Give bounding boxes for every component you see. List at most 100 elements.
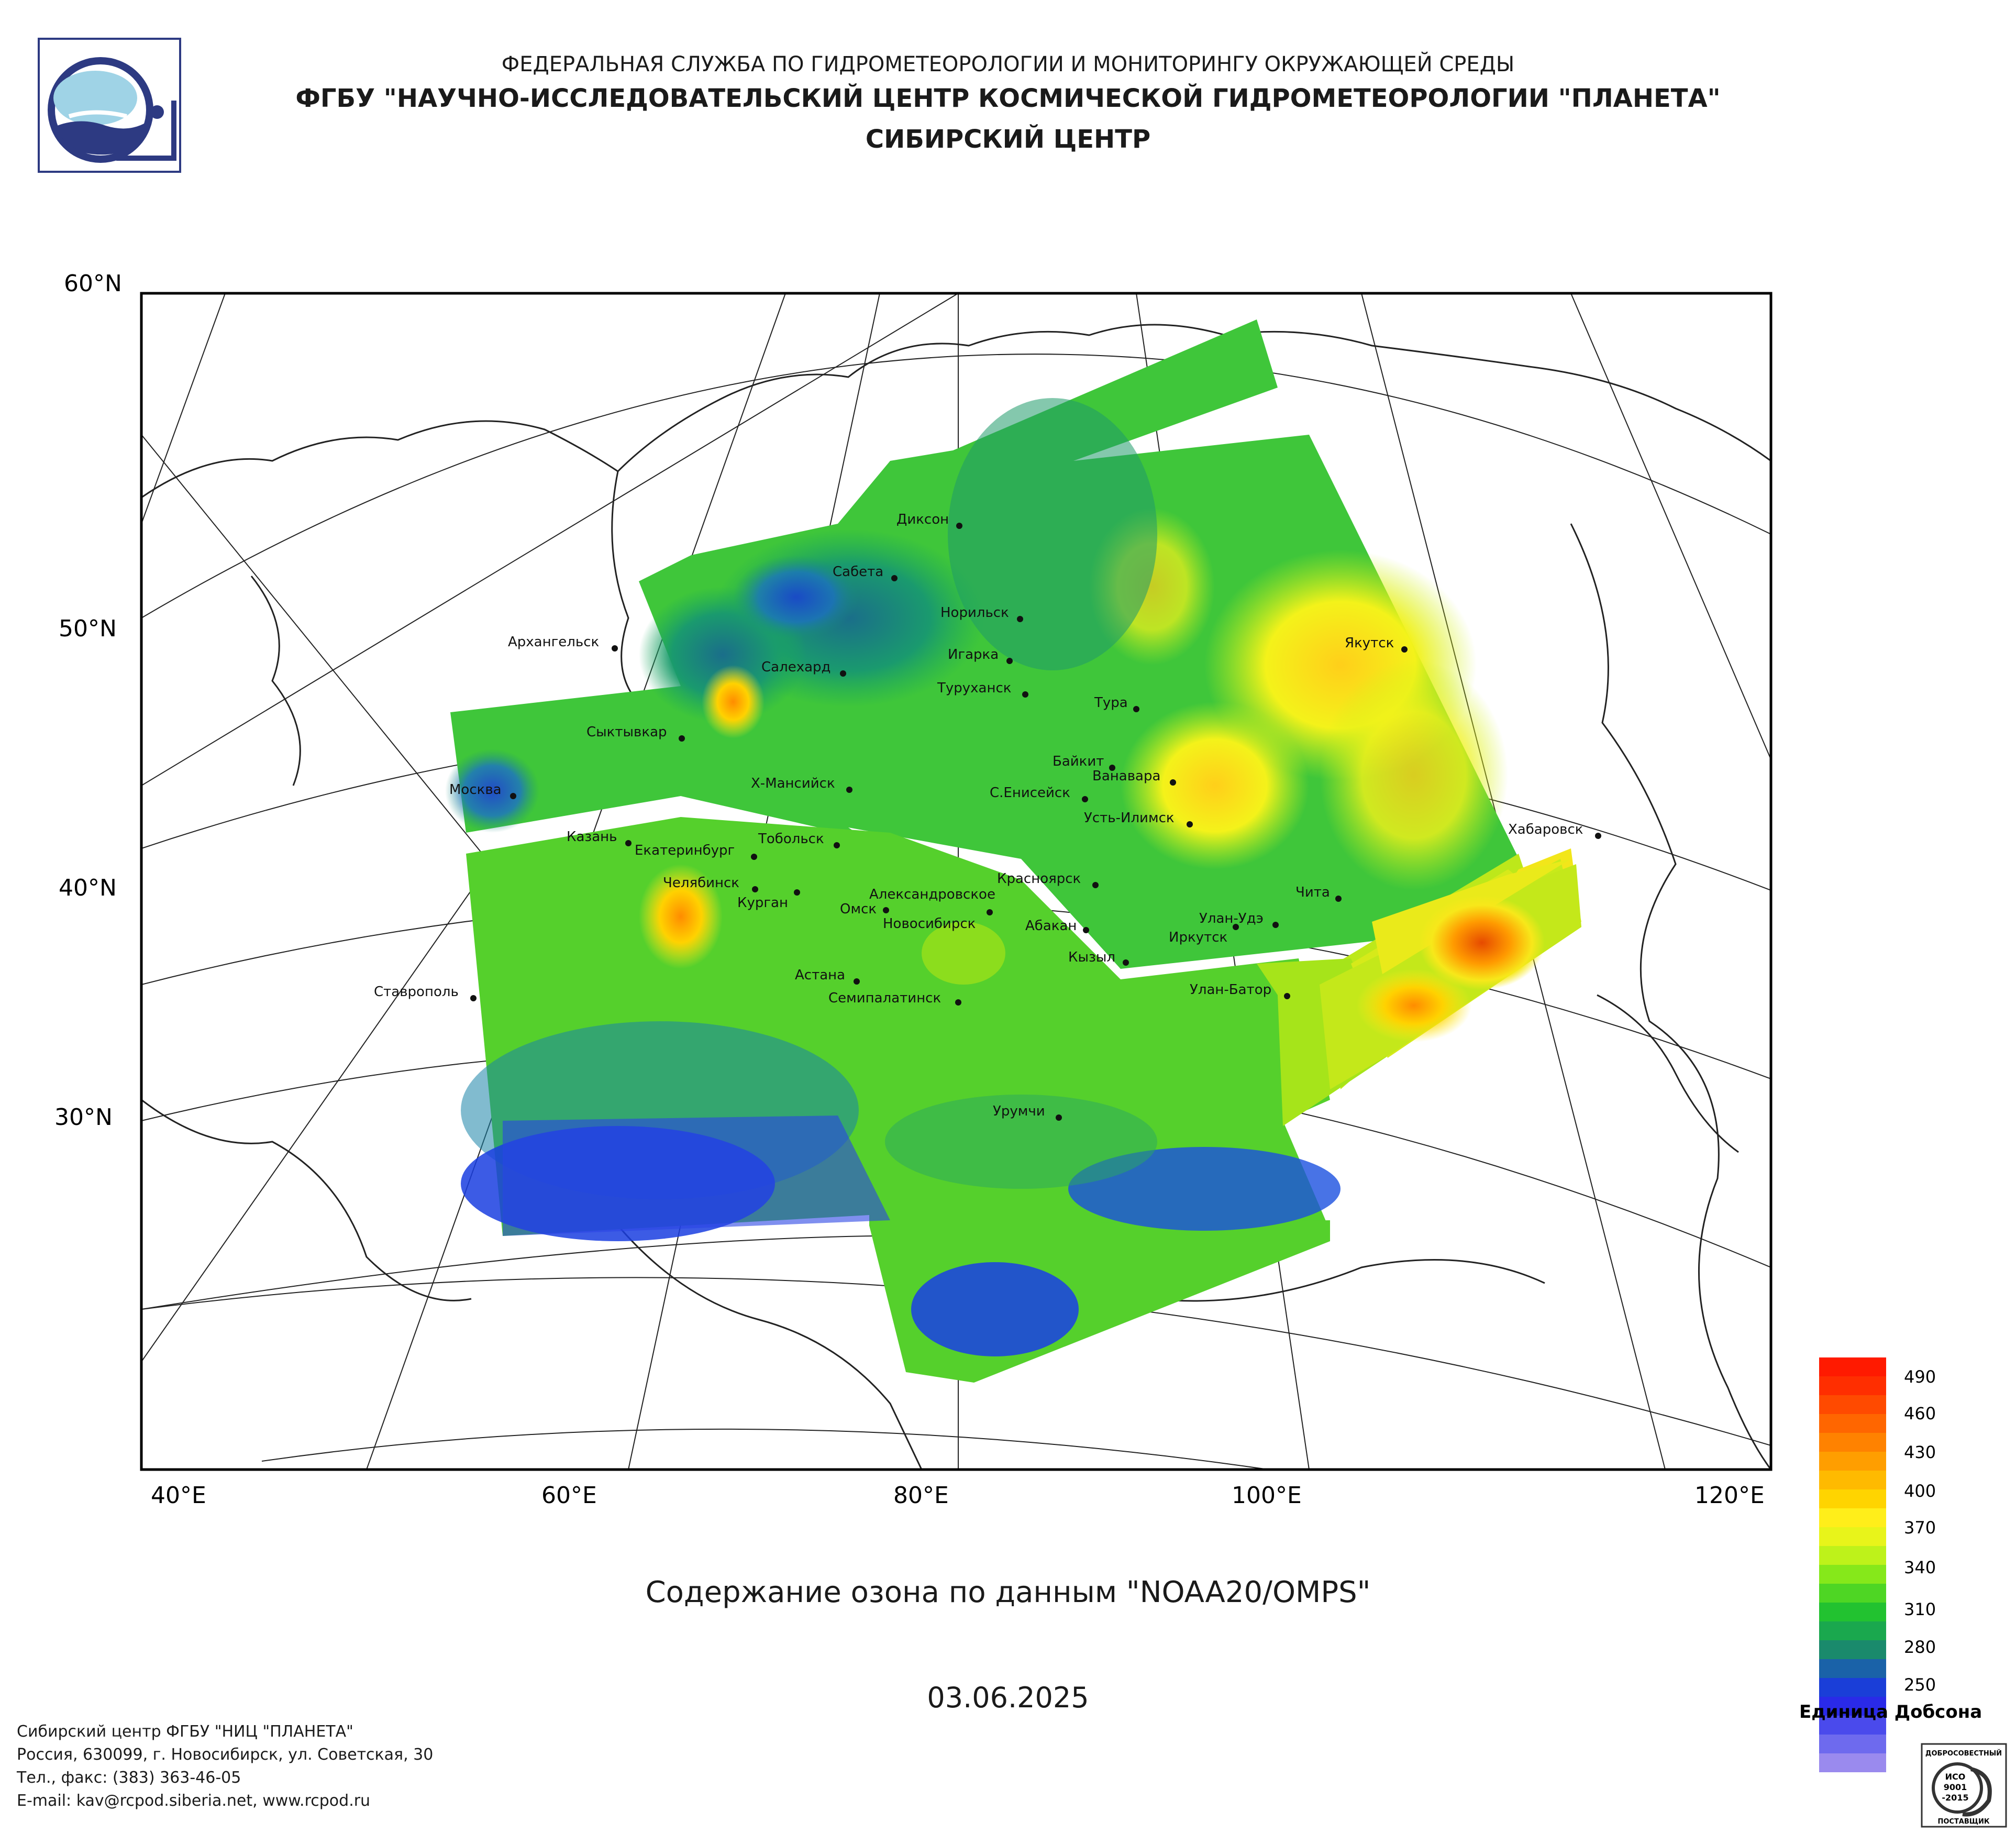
svg-text:Сыктывкар: Сыктывкар (586, 724, 667, 740)
lon-label: 100°E (1232, 1482, 1302, 1509)
city-abakan: Абакан (1025, 918, 1089, 934)
city-urumqi: Урумчи (993, 1103, 1062, 1121)
legend-tick: 280 (1904, 1637, 1936, 1657)
city-yakutsk: Якутск (1345, 635, 1408, 653)
svg-text:Чита: Чита (1295, 885, 1330, 900)
city-s-eniseysk: С.Енисейск (990, 785, 1088, 802)
city-krasnoyarsk: Красноярск (997, 871, 1099, 888)
lon-labels: 40°E 60°E 80°E 100°E 120°E (151, 1482, 1765, 1509)
svg-text:Кызыл: Кызыл (1068, 949, 1115, 965)
city-baikit: Байкит (1053, 754, 1115, 771)
svg-text:Улан-Батор: Улан-Батор (1190, 982, 1271, 998)
coastlines (141, 324, 1771, 1470)
footer-phone: Тел., факс: (383) 363-46-05 (17, 1769, 241, 1787)
svg-text:Екатеринбург: Екатеринбург (635, 843, 735, 858)
svg-text:Урумчи: Урумчи (993, 1103, 1045, 1119)
map-frame (140, 292, 1773, 1471)
svg-text:Норильск: Норильск (940, 605, 1009, 621)
svg-text:Туруханск: Туруханск (937, 680, 1011, 696)
city-ulan-ude: Улан-Удэ (1199, 911, 1279, 928)
map-caption: Содержание озона по данным "NOAA20/OMPS" (645, 1575, 1371, 1609)
svg-text:Игарка: Игарка (948, 647, 999, 662)
legend-colorbar: 490 460 430 400 370 340 310 280 250 Един… (1799, 1357, 1982, 1772)
city-novosibirsk: Новосибирск (883, 909, 993, 932)
lat-labels: 60°N 50°N 40°N 30°N (54, 270, 122, 1131)
svg-text:Курган: Курган (737, 895, 788, 911)
city-turukhansk: Туруханск (937, 680, 1028, 698)
legend-tick: 340 (1904, 1558, 1936, 1577)
city-moskva: Москва (449, 782, 516, 799)
city-kyzyl: Кызыл (1068, 949, 1129, 966)
city-chelyabinsk: Челябинск (663, 875, 758, 892)
city-tura: Тура (1094, 695, 1139, 712)
svg-text:Омск: Омск (840, 901, 877, 917)
city-ust-ilimsk: Усть-Илимск (1084, 810, 1193, 827)
lon-label: 120°E (1694, 1482, 1765, 1509)
svg-text:Тура: Тура (1094, 695, 1128, 711)
footer-contacts: E-mail: kav@rcpod.siberia.net, www.rcpod… (17, 1792, 371, 1810)
svg-text:Александровское: Александровское (869, 887, 995, 902)
svg-text:Ставрополь: Ставрополь (374, 984, 459, 1000)
legend-tick: 310 (1904, 1599, 1936, 1619)
svg-text:Архангельск: Архангельск (508, 634, 599, 650)
city-semipalatinsk: Семипалатинск (828, 990, 961, 1006)
iso-badge-icon: ДОБРОСОВЕСТНЫЙ ИСО 9001 -2015 ПОСТАВЩИК (1921, 1743, 2007, 1828)
city-dikson: Диксон (896, 512, 962, 529)
city-arkhangelsk: Архангельск (508, 634, 618, 652)
svg-text:Новосибирск: Новосибирск (883, 916, 976, 932)
footer-address: Россия, 630099, г. Новосибирск, ул. Сове… (17, 1746, 434, 1764)
city-sabeta: Сабета (833, 564, 898, 581)
legend-tick: 250 (1904, 1675, 1936, 1695)
legend-tick: 370 (1904, 1518, 1936, 1538)
city-ekaterinburg: Екатеринбург (635, 843, 757, 860)
city-kh-mansiysk: Х-Мансийск (751, 776, 852, 793)
city-astana: Астана (795, 967, 860, 985)
city-igarka: Игарка (948, 647, 1013, 664)
svg-text:ИСО: ИСО (1945, 1772, 1966, 1782)
svg-text:Тобольск: Тобольск (758, 831, 824, 847)
city-irkutsk: Иркутск (1169, 924, 1239, 945)
svg-text:ДОБРОСОВЕСТНЫЙ: ДОБРОСОВЕСТНЫЙ (1925, 1749, 2002, 1758)
svg-text:Челябинск: Челябинск (663, 875, 739, 891)
legend-tick: 460 (1904, 1404, 1936, 1423)
lat-label: 50°N (59, 615, 117, 642)
svg-text:Ванавара: Ванавара (1092, 768, 1160, 784)
lat-label: 40°N (59, 875, 117, 901)
map-date: 03.06.2025 (927, 1681, 1089, 1714)
svg-text:ПОСТАВЩИК: ПОСТАВЩИК (1937, 1818, 1989, 1826)
header-center: СИБИРСКИЙ ЦЕНТР (865, 125, 1151, 154)
svg-text:Красноярск: Красноярск (997, 871, 1081, 887)
svg-text:Абакан: Абакан (1025, 918, 1077, 934)
svg-text:Иркутск: Иркутск (1169, 930, 1227, 945)
planeta-logo-icon (38, 38, 181, 173)
svg-text:Москва: Москва (449, 782, 502, 798)
city-chita: Чита (1295, 885, 1342, 902)
svg-text:Байкит: Байкит (1053, 754, 1104, 769)
lat-label: 60°N (64, 270, 122, 297)
lon-label: 80°E (893, 1482, 949, 1509)
legend-tick: 430 (1904, 1442, 1936, 1462)
city-khabarovsk: Хабаровск (1508, 822, 1601, 839)
svg-text:С.Енисейск: С.Енисейск (990, 785, 1070, 801)
city-omsk: Омск (840, 901, 889, 917)
lon-label: 40°E (151, 1482, 206, 1509)
lon-label: 60°E (541, 1482, 597, 1509)
svg-text:Астана: Астана (795, 967, 845, 983)
city-kazan: Казань (567, 829, 632, 846)
city-tobolsk: Тобольск (758, 831, 840, 848)
svg-text:-2015: -2015 (1942, 1793, 1968, 1803)
city-kurgan: Курган (737, 889, 800, 911)
svg-text:Усть-Илимск: Усть-Илимск (1084, 810, 1175, 826)
city-syktyvkar: Сыктывкар (586, 724, 685, 742)
footer-org: Сибирский центр ФГБУ "НИЦ "ПЛАНЕТА" (17, 1722, 353, 1741)
svg-text:Семипалатинск: Семипалатинск (828, 990, 941, 1006)
svg-text:Диксон: Диксон (896, 512, 949, 527)
legend-tick: 400 (1904, 1481, 1936, 1501)
svg-text:9001: 9001 (1944, 1782, 1967, 1792)
city-aleksandrovskoe: Александровское (869, 887, 995, 902)
legend-tick: 490 (1904, 1367, 1936, 1387)
lat-label: 30°N (54, 1104, 113, 1131)
cities: Диксон Сабета Норильск Архангельск Салех… (374, 512, 1601, 1121)
svg-text:Салехард: Салехард (761, 659, 831, 675)
